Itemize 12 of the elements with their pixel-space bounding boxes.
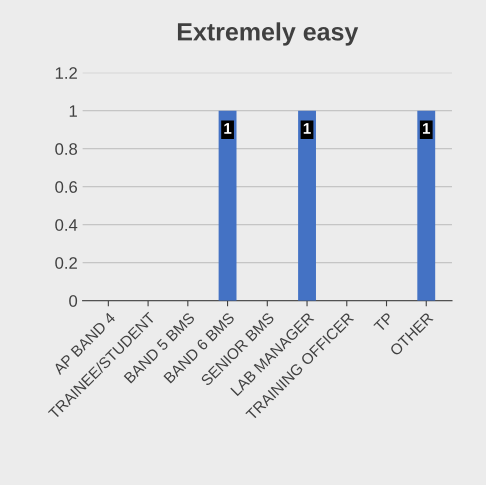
data-label: 1 [224,123,232,134]
y-tick-label: 0.6 [55,181,78,193]
data-label: 1 [422,123,430,134]
y-tick-label: 1 [70,105,77,117]
chart-title: Extremely easy [178,22,358,46]
data-label: 1 [304,123,311,134]
y-tick-label: 1.2 [56,67,77,79]
y-tick-label: 0.8 [55,143,78,155]
x-tick-label: TP [373,312,394,333]
y-tick-label: 0 [69,295,78,307]
y-tick-label: 0.2 [55,257,77,269]
y-tick-label: 0.4 [55,219,78,231]
